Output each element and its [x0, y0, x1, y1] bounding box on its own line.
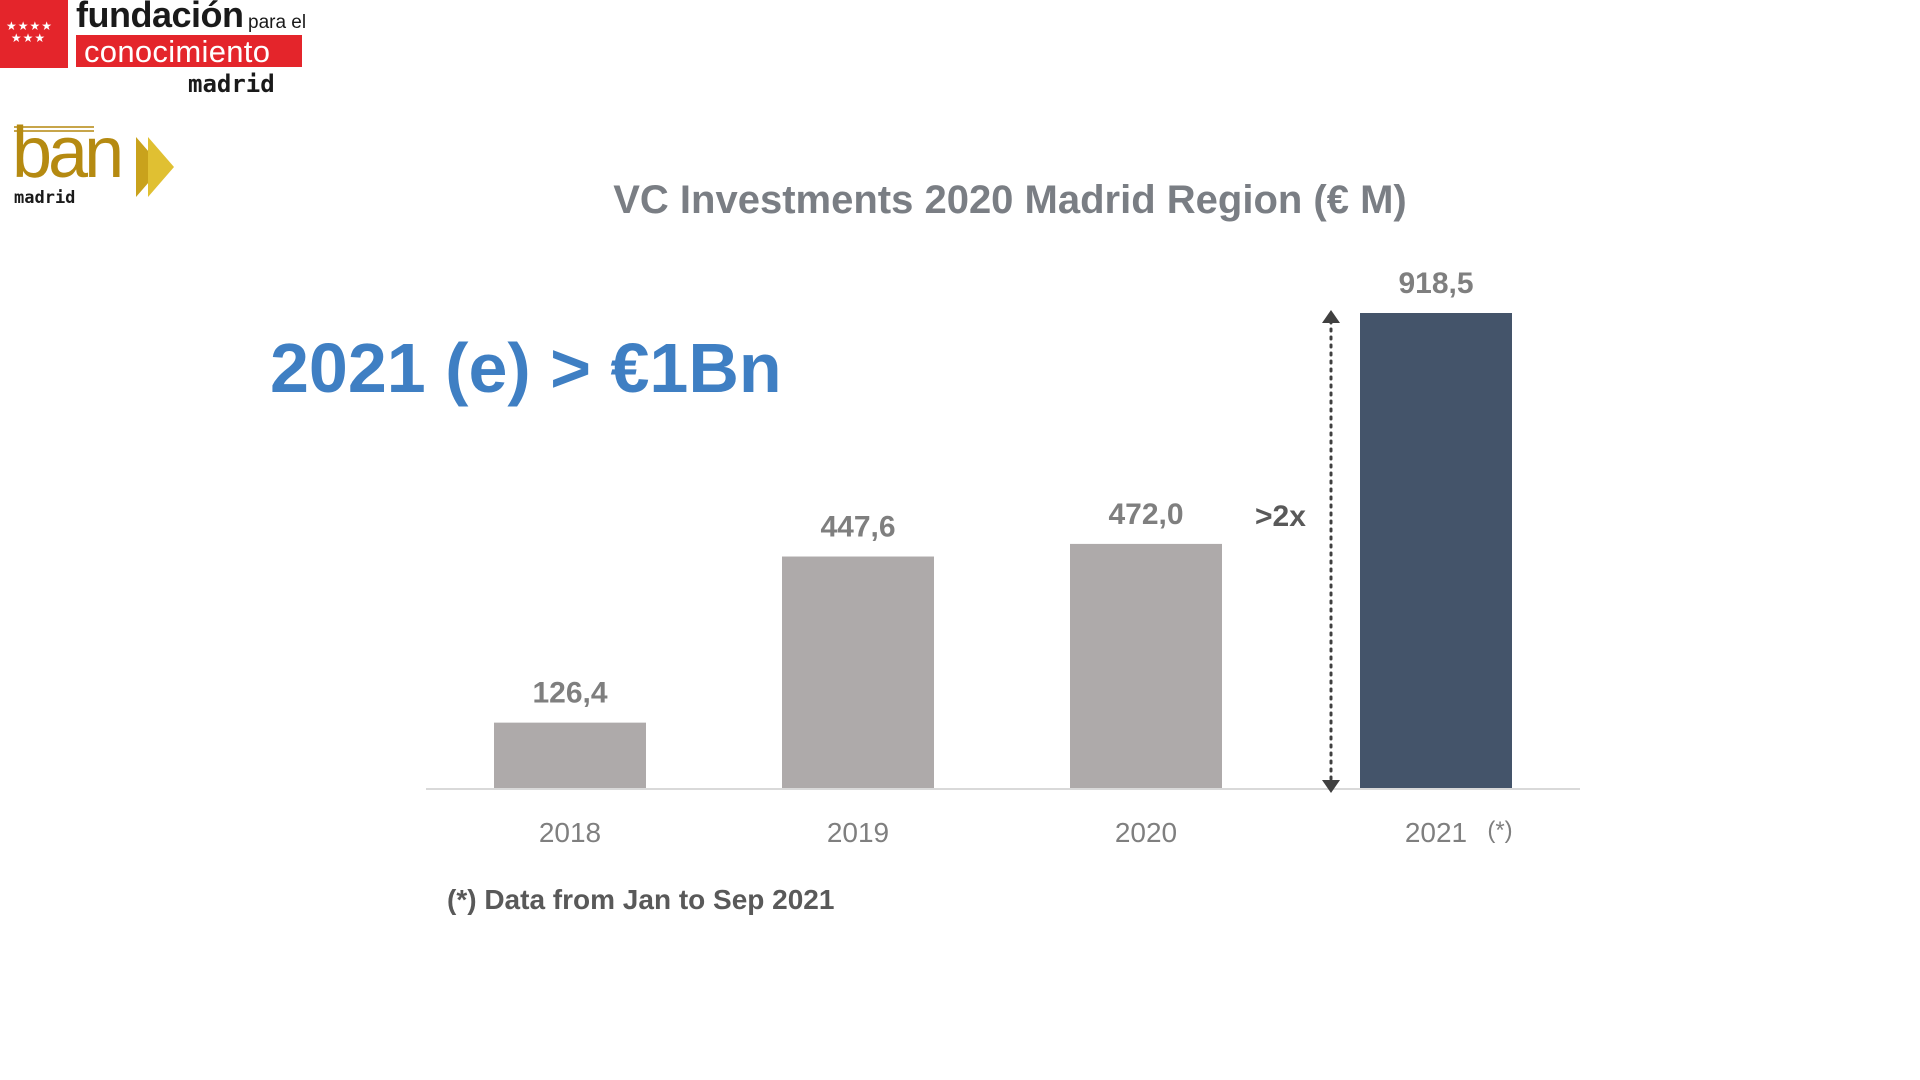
arrow-up-icon: [1322, 310, 1340, 323]
category-label-2020: 2020: [1115, 817, 1177, 848]
category-note-2021: (*): [1487, 817, 1512, 844]
ban-madrid-text: madrid: [14, 188, 76, 208]
growth-multiplier-label: >2x: [1255, 500, 1306, 533]
bars-group: [494, 313, 1512, 788]
bar-2021: [1360, 313, 1512, 788]
value-label-2019: 447,6: [820, 511, 895, 544]
growth-arrow: [1322, 310, 1340, 793]
footnote: (*) Data from Jan to Sep 2021: [447, 884, 835, 915]
logo-madrid-text: madrid: [188, 70, 275, 98]
value-label-2020: 472,0: [1108, 498, 1183, 531]
ban-tagline-decoration: [14, 126, 94, 132]
chart-title: VC Investments 2020 Madrid Region (€ M): [613, 178, 1407, 222]
bar-2019: [782, 556, 934, 788]
value-label-2018: 126,4: [532, 677, 607, 710]
bar-2020: [1070, 543, 1222, 788]
category-label-2019: 2019: [827, 817, 889, 848]
logo-fundacion-text: fundación: [76, 0, 244, 35]
logo-conocimiento-text: conocimiento: [84, 34, 271, 69]
ban-logo-text: ban: [12, 113, 124, 193]
arrow-down-icon: [1322, 780, 1340, 793]
madrid-flag-icon: ★★★★ ★★★: [0, 0, 68, 68]
category-labels-group: 2018 2019 2020 2021 (*): [539, 817, 1513, 848]
bar-2018: [494, 722, 646, 788]
value-label-2021: 918,5: [1398, 267, 1473, 300]
logo-para-el-text: para el: [248, 12, 307, 33]
logo-red-box: [76, 35, 302, 67]
fundacion-logo: ★★★★ ★★★ fundación para el conocimiento …: [0, 0, 310, 100]
headline: 2021 (e) > €1Bn: [270, 329, 782, 407]
ban-madrid-logo: ban madrid: [10, 113, 180, 214]
ban-arrow-icon-2: [148, 137, 174, 197]
category-label-2021: 2021: [1405, 817, 1467, 848]
value-labels-group: 126,4 447,6 472,0 918,5: [532, 267, 1473, 710]
flag-stars: ★★★★ ★★★: [6, 19, 54, 45]
category-label-2018: 2018: [539, 817, 601, 848]
